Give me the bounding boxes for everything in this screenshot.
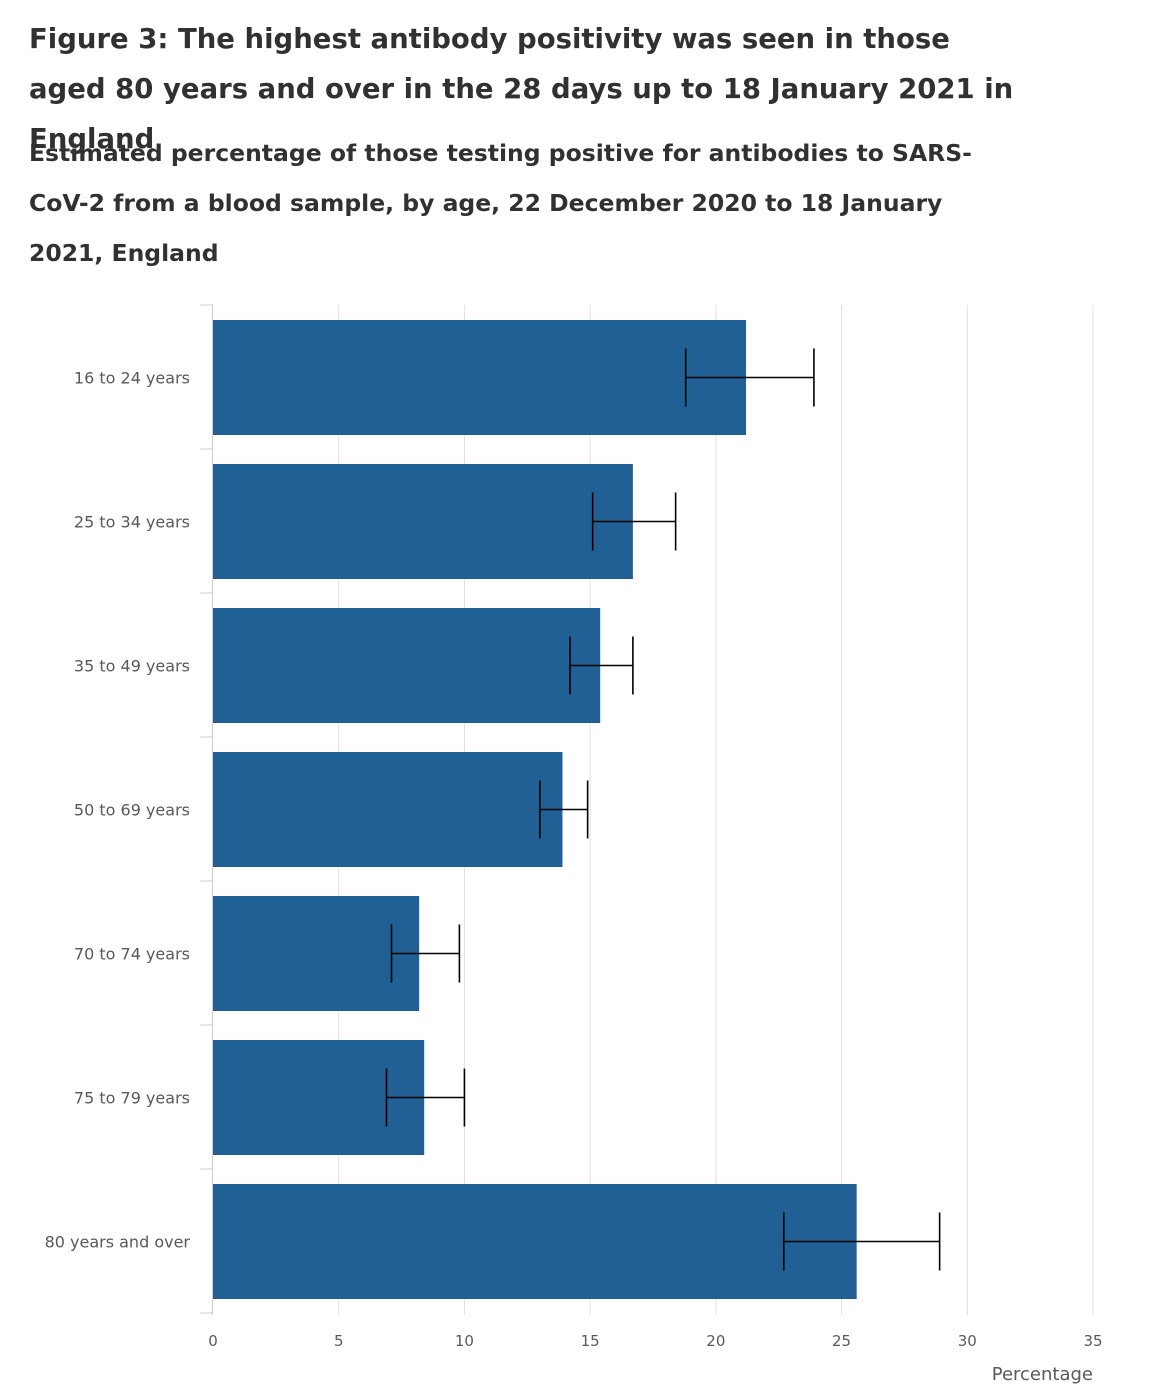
category-label-5: 70 to 74 years bbox=[74, 945, 190, 964]
x-tick-label-30: 30 bbox=[958, 1332, 977, 1350]
x-axis-title: Percentage bbox=[992, 1364, 1093, 1385]
x-tick-label-15: 15 bbox=[581, 1332, 600, 1350]
bar-4[interactable] bbox=[213, 752, 563, 867]
x-tick-label-25: 25 bbox=[832, 1332, 851, 1350]
x-tick-label-10: 10 bbox=[455, 1332, 474, 1350]
bar-1[interactable] bbox=[213, 320, 747, 435]
category-label-4: 50 to 69 years bbox=[74, 801, 190, 820]
bar-7[interactable] bbox=[213, 1184, 857, 1299]
category-label-1: 16 to 24 years bbox=[74, 369, 190, 388]
axes bbox=[200, 304, 213, 1315]
bar-3[interactable] bbox=[213, 608, 601, 723]
x-tick-label-20: 20 bbox=[706, 1332, 725, 1350]
bar-5[interactable] bbox=[213, 896, 420, 1011]
x-tick-label-0: 0 bbox=[208, 1332, 218, 1350]
bar-2[interactable] bbox=[213, 464, 633, 579]
category-label-6: 75 to 79 years bbox=[74, 1089, 190, 1108]
chart-title: Figure 3: The highest antibody positivit… bbox=[29, 23, 1014, 155]
category-label-3: 35 to 49 years bbox=[74, 657, 190, 676]
x-tick-label-5: 5 bbox=[334, 1332, 344, 1350]
chart-subtitle: Estimated percentage of those testing po… bbox=[29, 139, 972, 267]
axis-labels: 0 5 10 15 20 25 30 35 16 to 24 years 25 to 34 yea… bbox=[45, 369, 1103, 1386]
bars bbox=[213, 320, 857, 1299]
x-tick-label-35: 35 bbox=[1083, 1332, 1102, 1350]
category-label-2: 25 to 34 years bbox=[74, 513, 190, 532]
category-label-7: 80 years and over bbox=[45, 1233, 191, 1252]
error-bars bbox=[385, 348, 941, 1271]
